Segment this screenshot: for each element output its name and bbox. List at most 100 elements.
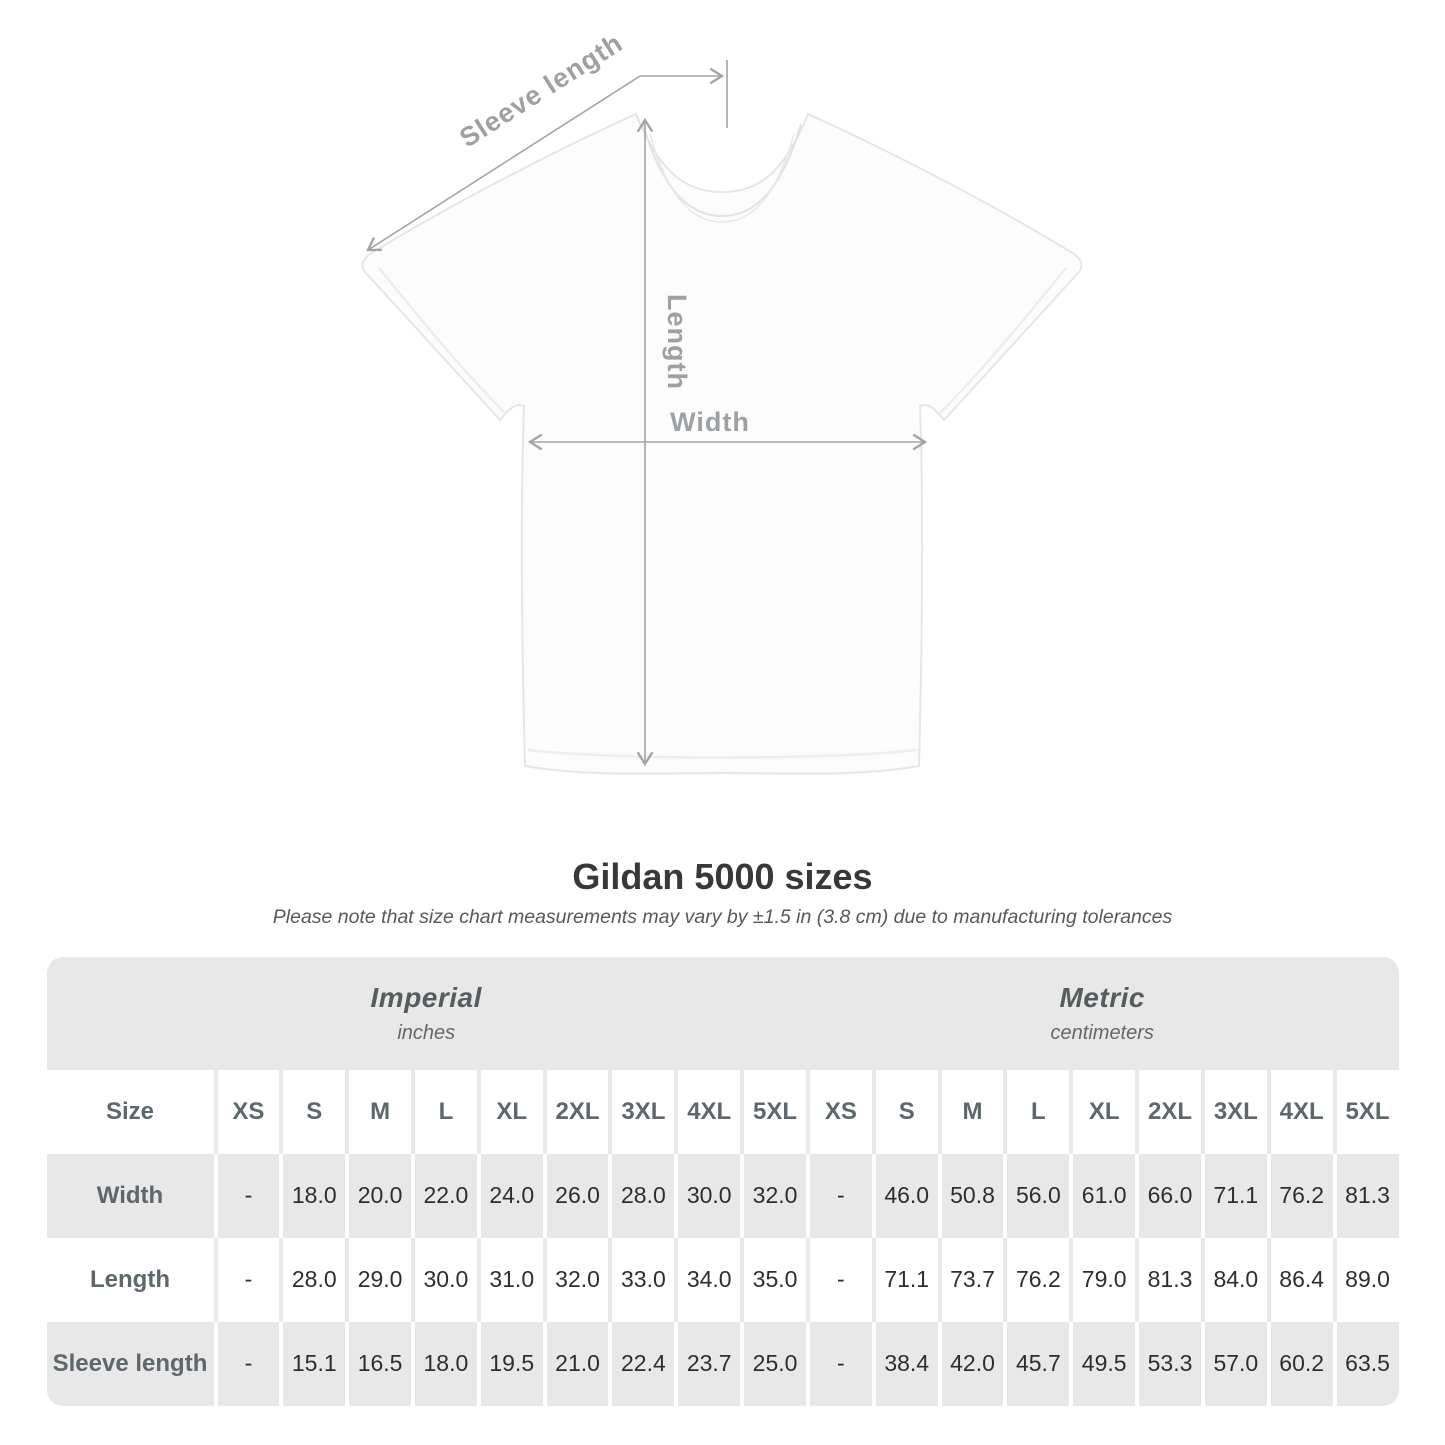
value-cell: - — [805, 1153, 872, 1238]
value-cell: 19.5 — [476, 1321, 543, 1406]
size-col-metric-4xl: 4XL — [1266, 1069, 1333, 1154]
size-col-imperial-l: L — [410, 1069, 477, 1154]
width-label: Width — [670, 407, 750, 437]
size-col-imperial-s: S — [279, 1069, 345, 1154]
value-cell: 71.1 — [871, 1237, 938, 1322]
tshirt-outline — [361, 112, 1083, 775]
value-cell: 86.4 — [1266, 1237, 1333, 1322]
measure-row-width: Width -18.0 20.0 22.0 24.0 26.0 28.0 30.0 32.0-4… — [46, 1153, 1399, 1238]
page-title: Gildan 5000 sizes — [572, 856, 873, 897]
value-cell: 79.0 — [1069, 1237, 1136, 1322]
value-cell: 46.0 — [871, 1153, 938, 1238]
size-col-metric-l: L — [1003, 1069, 1069, 1154]
value-cell: 32.0 — [542, 1237, 609, 1322]
value-cell: 42.0 — [937, 1321, 1004, 1406]
value-cell: 23.7 — [674, 1321, 741, 1406]
size-col-imperial-3xl: 3XL — [608, 1069, 674, 1154]
value-cell: 60.2 — [1266, 1321, 1333, 1406]
value-cell: 21.0 — [542, 1321, 609, 1406]
value-cell: 24.0 — [476, 1153, 543, 1238]
value-cell: 81.3 — [1135, 1237, 1201, 1322]
value-cell: 57.0 — [1200, 1321, 1267, 1406]
value-cell: 26.0 — [542, 1153, 609, 1238]
value-cell: 53.3 — [1135, 1321, 1201, 1406]
value-cell: 35.0 — [740, 1237, 806, 1322]
value-cell: 45.7 — [1003, 1321, 1070, 1406]
row-label: Length — [46, 1237, 214, 1322]
value-cell: 73.7 — [937, 1237, 1004, 1322]
size-col-metric-5xl: 5XL — [1332, 1069, 1399, 1154]
value-cell: - — [213, 1153, 280, 1238]
value-cell: 32.0 — [740, 1153, 806, 1238]
metric-band-title: Metric — [1059, 981, 1145, 1013]
value-cell: 76.2 — [1266, 1153, 1333, 1238]
right-sleeve-hem — [938, 267, 1067, 415]
value-cell: - — [805, 1321, 872, 1406]
value-cell: 30.0 — [410, 1237, 477, 1322]
value-cell: 76.2 — [1003, 1237, 1070, 1322]
unit-band-row: Imperial inches Metric centimeters — [46, 956, 1399, 1070]
value-cell: 38.4 — [871, 1321, 938, 1406]
value-cell: 16.5 — [345, 1321, 411, 1406]
value-cell: 22.0 — [410, 1153, 477, 1238]
value-cell: 28.0 — [279, 1237, 346, 1322]
size-col-imperial-5xl: 5XL — [740, 1069, 806, 1154]
value-cell: 20.0 — [345, 1153, 411, 1238]
tolerance-note: Please note that size chart measurements… — [272, 906, 1173, 929]
size-col-imperial-2xl: 2XL — [542, 1069, 609, 1154]
measure-row-sleeve-length: Sleeve length -15.1 16.5 18.0 19.5 21.0 22.4 23… — [46, 1321, 1399, 1406]
size-col-imperial-xs: XS — [213, 1069, 280, 1154]
value-cell: 61.0 — [1069, 1153, 1136, 1238]
collar-seam — [642, 123, 802, 218]
value-cell: 33.0 — [608, 1237, 675, 1322]
size-col-imperial-4xl: 4XL — [674, 1069, 740, 1154]
left-sleeve-hem — [378, 267, 507, 415]
row-label: Sleeve length — [46, 1321, 214, 1406]
size-chart-table: Imperial inches Metric centimeters Size … — [46, 956, 1399, 1406]
value-cell: 81.3 — [1332, 1153, 1399, 1238]
size-col-metric-s: S — [871, 1069, 938, 1154]
value-cell: 71.1 — [1200, 1153, 1267, 1238]
size-table-body: Width -18.0 20.0 22.0 24.0 26.0 28.0 30.0 32.0-4… — [46, 1153, 1399, 1406]
tshirt-measurement-diagram: Sleeve length Length Width — [361, 28, 1083, 775]
size-corner-cell: Size — [105, 1097, 155, 1125]
value-cell: - — [213, 1237, 280, 1322]
size-col-imperial-m: M — [345, 1069, 411, 1154]
size-col-metric-xl: XL — [1069, 1069, 1135, 1154]
value-cell: 50.8 — [937, 1153, 1004, 1238]
value-cell: 84.0 — [1200, 1237, 1267, 1322]
metric-band: Metric centimeters — [805, 956, 1399, 1070]
imperial-band: Imperial inches — [46, 956, 806, 1070]
value-cell: 31.0 — [476, 1237, 543, 1322]
value-cell: 30.0 — [674, 1153, 741, 1238]
value-cell: - — [805, 1237, 872, 1322]
value-cell: 18.0 — [410, 1321, 477, 1406]
bottom-hem — [527, 748, 917, 759]
length-label: Length — [662, 294, 692, 390]
value-cell: 63.5 — [1332, 1321, 1399, 1406]
value-cell: - — [213, 1321, 280, 1406]
value-cell: 15.1 — [279, 1321, 346, 1406]
value-cell: 29.0 — [345, 1237, 411, 1322]
size-col-metric-2xl: 2XL — [1135, 1069, 1201, 1154]
value-cell: 34.0 — [674, 1237, 741, 1322]
imperial-band-unit: inches — [397, 1021, 456, 1044]
metric-band-unit: centimeters — [1050, 1021, 1154, 1044]
value-cell: 28.0 — [608, 1153, 675, 1238]
sleeve-length-line-diagonal — [366, 75, 641, 252]
size-col-imperial-xl: XL — [476, 1069, 543, 1154]
imperial-band-title: Imperial — [370, 981, 482, 1013]
size-col-metric-3xl: 3XL — [1200, 1069, 1267, 1154]
collar-inner-edge — [649, 133, 795, 223]
size-col-metric-m: M — [937, 1069, 1004, 1154]
value-cell: 56.0 — [1003, 1153, 1070, 1238]
value-cell: 89.0 — [1332, 1237, 1399, 1322]
value-cell: 66.0 — [1135, 1153, 1201, 1238]
size-header-row: Size XS S M L XL 2XL 3XL 4XL 5XL XS S M L XL 2XL 3XL 4XL… — [47, 1069, 1399, 1154]
value-cell: 18.0 — [279, 1153, 346, 1238]
value-cell: 49.5 — [1069, 1321, 1136, 1406]
row-label: Width — [46, 1153, 214, 1238]
value-cell: 22.4 — [608, 1321, 675, 1406]
value-cell: 25.0 — [740, 1321, 806, 1406]
